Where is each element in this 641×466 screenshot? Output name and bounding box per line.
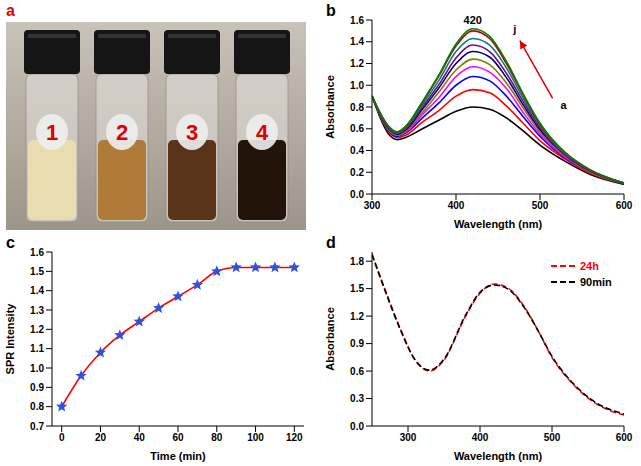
svg-text:1.2: 1.2 [350, 311, 364, 322]
html-text:24h: 24h [580, 260, 599, 272]
svg-text:400: 400 [448, 200, 465, 211]
svg-text:Absorbance: Absorbance [324, 307, 336, 371]
svg-text:600: 600 [616, 432, 633, 443]
svg-text:Time (min): Time (min) [150, 450, 206, 462]
svg-text:Wavelength (nm): Wavelength (nm) [454, 218, 543, 230]
svg-text:0.9: 0.9 [30, 382, 44, 393]
html-text:a: a [6, 2, 15, 19]
svg-text:1.3: 1.3 [30, 305, 44, 316]
svg-text:300: 300 [364, 200, 381, 211]
svg-text:3: 3 [186, 120, 198, 145]
svg-text:500: 500 [544, 432, 561, 443]
svg-text:0.6: 0.6 [350, 366, 364, 377]
svg-text:1.2: 1.2 [350, 58, 364, 69]
html-text:d: d [326, 234, 336, 251]
svg-text:1.2: 1.2 [30, 324, 44, 335]
svg-text:0.4: 0.4 [350, 145, 364, 156]
svg-text:400: 400 [472, 432, 489, 443]
svg-text:4: 4 [256, 120, 269, 145]
svg-text:0.8: 0.8 [350, 102, 364, 113]
svg-text:300: 300 [400, 432, 417, 443]
svg-text:0.2: 0.2 [350, 167, 364, 178]
svg-text:1.8: 1.8 [350, 256, 364, 267]
svg-text:0.0: 0.0 [350, 421, 364, 432]
svg-text:1.5: 1.5 [30, 266, 44, 277]
svg-text:1.1: 1.1 [30, 343, 44, 354]
svg-text:0.7: 0.7 [30, 421, 44, 432]
svg-text:1.0: 1.0 [350, 80, 364, 91]
svg-text:1.4: 1.4 [350, 36, 364, 47]
svg-text:120: 120 [286, 432, 303, 443]
svg-text:420: 420 [464, 14, 482, 26]
svg-text:0.9: 0.9 [350, 338, 364, 349]
svg-text:100: 100 [247, 432, 264, 443]
svg-text:j: j [512, 23, 516, 35]
svg-text:1.5: 1.5 [350, 283, 364, 294]
svg-text:600: 600 [616, 200, 633, 211]
html-text:90min: 90min [580, 276, 612, 288]
svg-text:SPR Intensity: SPR Intensity [4, 303, 16, 375]
html-text:b: b [326, 2, 336, 19]
svg-text:1.6: 1.6 [30, 247, 44, 258]
svg-text:500: 500 [532, 200, 549, 211]
svg-text:1.6: 1.6 [350, 15, 364, 26]
svg-text:60: 60 [172, 432, 184, 443]
svg-text:40: 40 [134, 432, 146, 443]
svg-text:0.6: 0.6 [350, 123, 364, 134]
svg-text:a: a [560, 99, 567, 111]
svg-text:1.0: 1.0 [30, 363, 44, 374]
svg-text:0: 0 [59, 432, 65, 443]
svg-text:0.3: 0.3 [350, 393, 364, 404]
svg-text:1.4: 1.4 [30, 285, 44, 296]
svg-text:Wavelength (nm): Wavelength (nm) [454, 450, 543, 462]
svg-text:Absorbance: Absorbance [324, 75, 336, 139]
svg-text:0.8: 0.8 [30, 401, 44, 412]
svg-text:1: 1 [46, 120, 58, 145]
svg-text:80: 80 [211, 432, 223, 443]
html-text:c: c [6, 234, 15, 251]
svg-text:0.0: 0.0 [350, 189, 364, 200]
svg-text:20: 20 [95, 432, 107, 443]
svg-text:2: 2 [116, 120, 128, 145]
